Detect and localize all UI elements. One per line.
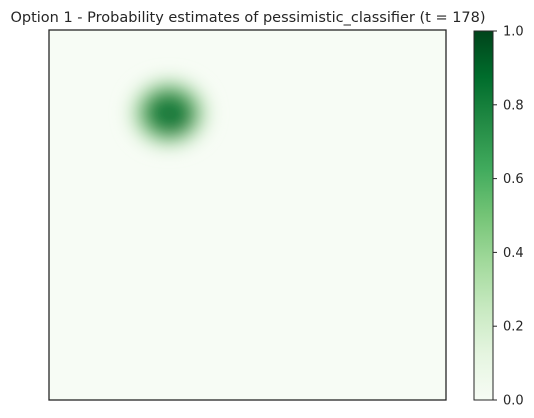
colorbar-tick-label: 0.2	[503, 320, 524, 335]
colorbar-tick-label: 0.0	[503, 394, 524, 409]
heatmap-hotspot	[129, 78, 209, 148]
colorbar-tick-label: 0.4	[503, 246, 524, 261]
colorbar-tick-label: 1.0	[503, 25, 524, 40]
heatmap-background	[49, 30, 446, 400]
plot-frame	[48, 29, 447, 401]
chart-title: Option 1 - Probability estimates of pess…	[10, 10, 485, 26]
colorbar-tick-label: 0.6	[503, 172, 524, 187]
plot-area	[49, 30, 446, 400]
hotspot-core	[148, 94, 192, 134]
colorbar-tick-label: 0.8	[503, 98, 524, 113]
colorbar-ticks: 0.0 0.2 0.4 0.6 0.8 1.0	[493, 25, 524, 409]
colorbar	[473, 30, 494, 401]
